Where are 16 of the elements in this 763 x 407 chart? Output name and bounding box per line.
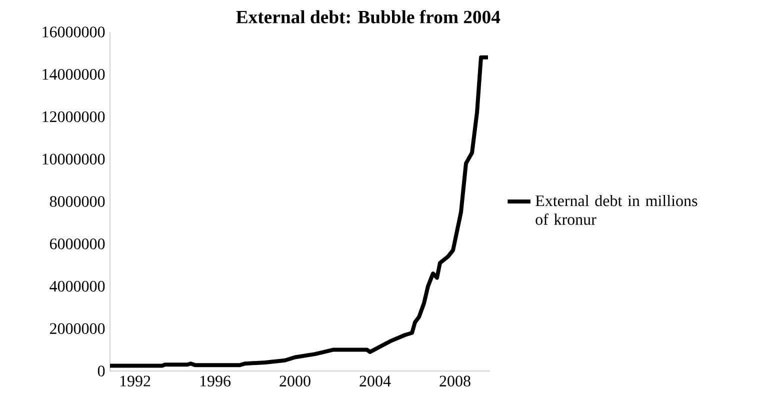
chart-title: External debt: Bubble from 2004 [236, 10, 500, 24]
y-tick-label: 16000000 [42, 26, 105, 38]
y-tick-label: 2000000 [50, 323, 105, 334]
x-tick-label: 1992 [120, 376, 150, 386]
y-tick-label: 4000000 [50, 280, 105, 292]
x-tick-label: 2004 [360, 376, 391, 386]
x-tick-label: 2000 [280, 376, 310, 386]
y-tick-label: 0 [98, 366, 105, 376]
x-tick-label: 2008 [440, 376, 470, 386]
legend-label: External debt in millions of kronur [536, 194, 698, 225]
y-tick-label: 10000000 [42, 154, 105, 165]
y-tick-label: 12000000 [42, 111, 105, 122]
y-tick-label: 8000000 [50, 196, 105, 207]
y-tick-label: 14000000 [42, 68, 105, 80]
x-tick-label: 1996 [200, 376, 231, 386]
y-tick-label: 6000000 [50, 238, 105, 250]
